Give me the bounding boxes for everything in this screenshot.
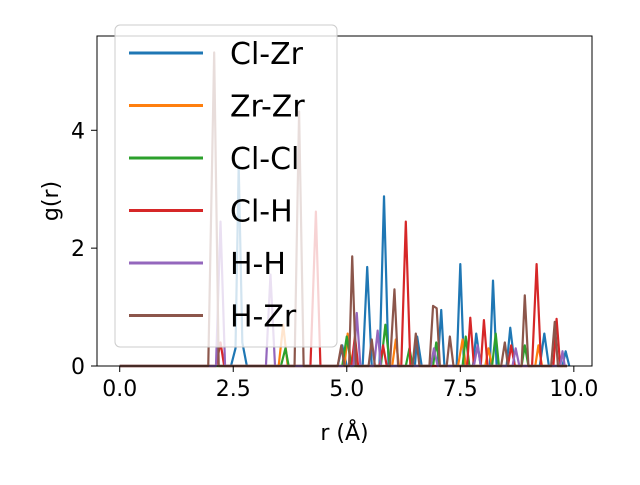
legend: Cl-Zr Zr-Zr Cl-Cl Cl-H H-H H-Zr [114,24,338,348]
legend-label-3: Cl-H [230,195,293,230]
x-tick-label: 10.0 [549,377,598,402]
legend-label-0: Cl-Zr [230,37,304,72]
x-axis: 0.0 2.5 5.0 7.5 10.0 [102,366,598,402]
x-tick-label: 0.0 [102,377,137,402]
x-tick-label: 2.5 [216,377,251,402]
legend-label-5: H-Zr [230,300,297,335]
y-tick-label: 2 [71,237,85,262]
y-tick-label: 0 [71,355,85,380]
y-tick-label: 4 [71,119,85,144]
y-axis: 0 2 4 [71,119,97,380]
legend-box [114,24,338,348]
legend-label-2: Cl-Cl [230,142,299,177]
x-tick-label: 5.0 [329,377,364,402]
legend-label-1: Zr-Zr [230,90,305,125]
x-axis-label: r (Å) [320,419,368,446]
legend-label-4: H-H [230,247,286,282]
x-tick-label: 7.5 [443,377,478,402]
plot-frame [96,35,593,367]
y-axis-label: g(r) [39,181,64,221]
